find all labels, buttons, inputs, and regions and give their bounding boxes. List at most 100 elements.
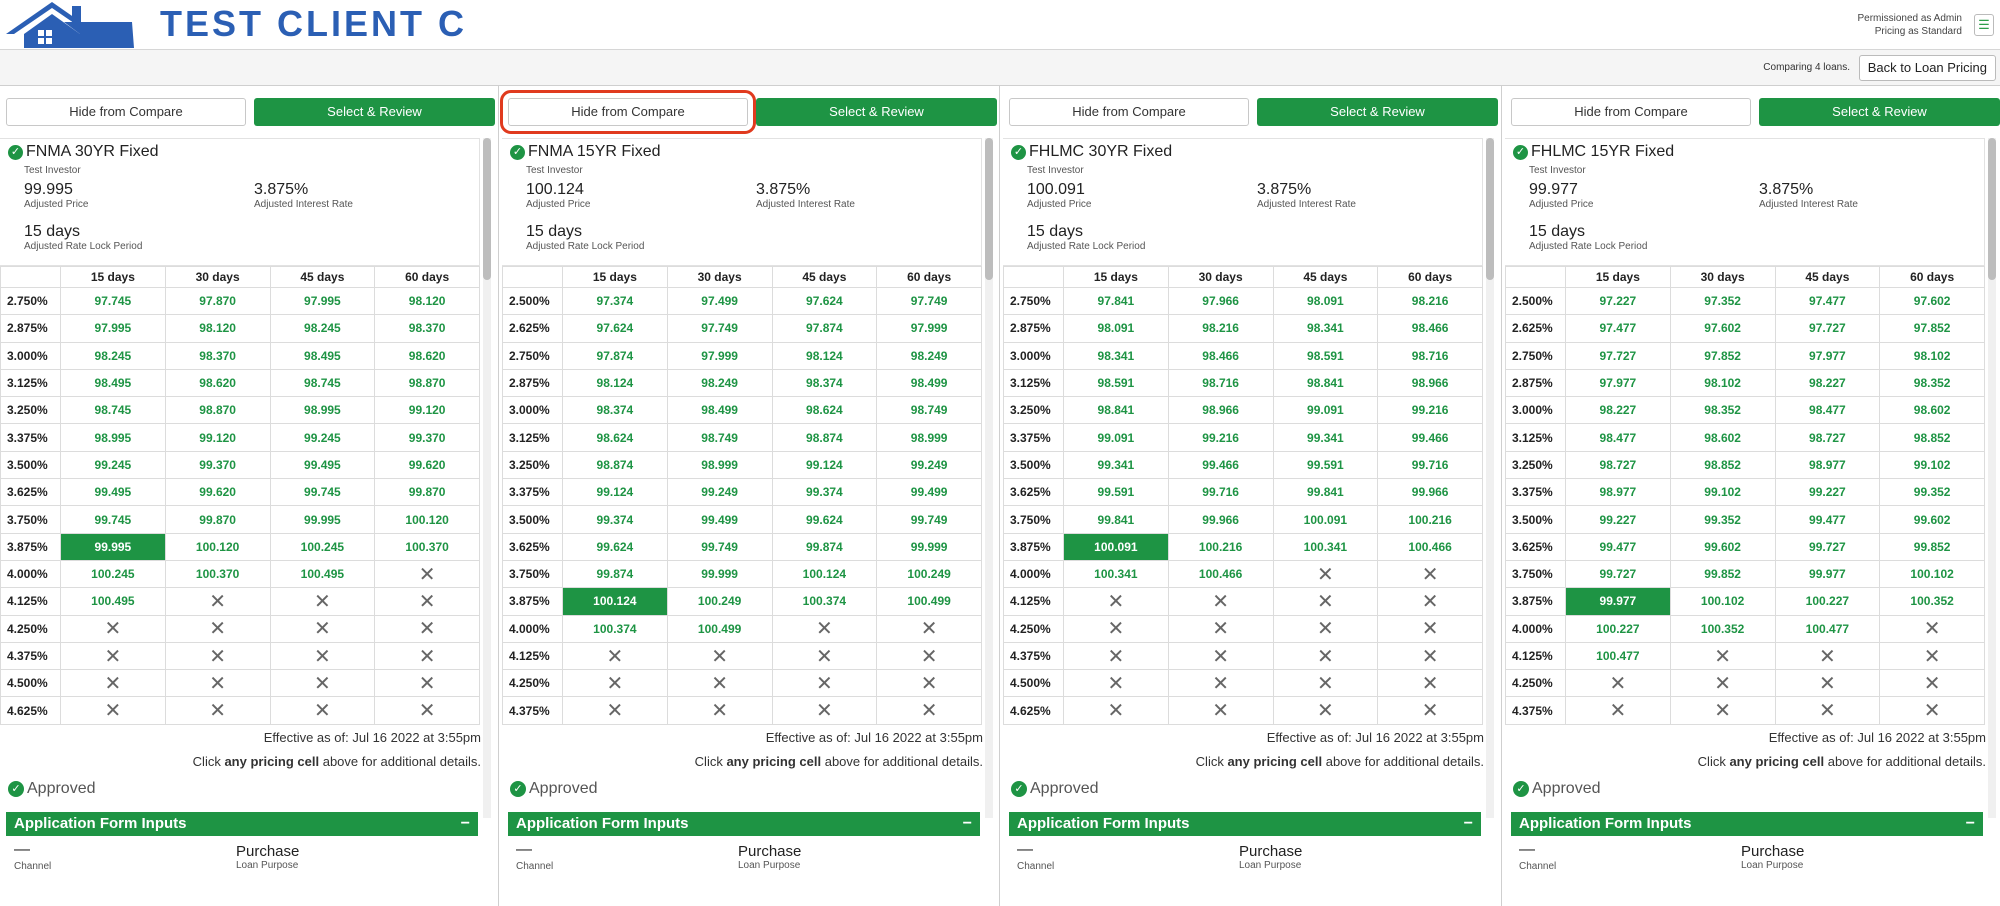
- pricing-cell[interactable]: 98.841: [1063, 396, 1169, 425]
- pricing-cell[interactable]: 98.249: [666, 368, 773, 398]
- pricing-cell[interactable]: 98.620: [374, 341, 480, 370]
- pricing-cell[interactable]: 97.749: [666, 314, 773, 343]
- pricing-cell[interactable]: 99.120: [374, 396, 480, 425]
- pricing-cell[interactable]: 98.352: [1879, 368, 1985, 398]
- scrollbar[interactable]: [1486, 138, 1494, 818]
- pricing-cell[interactable]: 98.370: [374, 314, 480, 343]
- pricing-cell[interactable]: 99.341: [1272, 423, 1379, 452]
- pricing-cell[interactable]: 97.995: [269, 286, 376, 316]
- application-form-inputs-header[interactable]: Application Form Inputs −: [1511, 811, 1983, 836]
- pricing-cell[interactable]: 98.102: [1669, 368, 1776, 398]
- pricing-cell[interactable]: 100.091: [1272, 505, 1379, 534]
- pricing-cell[interactable]: 97.977: [1774, 341, 1881, 370]
- pricing-cell[interactable]: 100.120: [374, 505, 480, 534]
- pricing-cell[interactable]: 99.999: [666, 559, 773, 589]
- pricing-cell[interactable]: 99.124: [562, 478, 668, 507]
- hide-from-compare-button[interactable]: Hide from Compare: [500, 90, 756, 134]
- pricing-cell[interactable]: 98.591: [1063, 368, 1169, 398]
- pricing-cell[interactable]: 100.370: [164, 559, 271, 589]
- pricing-cell[interactable]: 99.466: [1377, 423, 1483, 452]
- pricing-cell[interactable]: 98.374: [771, 368, 878, 398]
- pricing-cell[interactable]: 99.499: [666, 505, 773, 534]
- pricing-cell[interactable]: 99.870: [374, 478, 480, 507]
- pricing-cell[interactable]: 98.874: [562, 450, 668, 480]
- back-to-loan-pricing-button[interactable]: Back to Loan Pricing: [1858, 55, 1996, 81]
- pricing-cell[interactable]: 97.999: [666, 341, 773, 370]
- pricing-cell[interactable]: 98.591: [1272, 341, 1379, 370]
- scrollbar-thumb[interactable]: [1988, 138, 1996, 280]
- scrollbar-thumb[interactable]: [1486, 138, 1494, 280]
- pricing-cell[interactable]: 99.977: [1774, 559, 1881, 589]
- pricing-cell[interactable]: 99.966: [1167, 505, 1274, 534]
- pricing-cell[interactable]: 99.341: [1063, 450, 1169, 480]
- pricing-cell[interactable]: 100.370: [374, 532, 480, 561]
- pricing-cell[interactable]: 97.966: [1167, 286, 1274, 316]
- pricing-cell[interactable]: 99.624: [562, 532, 668, 561]
- pricing-cell[interactable]: 100.102: [1669, 587, 1776, 616]
- collapse-icon[interactable]: −: [1965, 814, 1975, 832]
- pricing-cell[interactable]: 99.495: [60, 478, 166, 507]
- pricing-cell[interactable]: 99.370: [164, 450, 271, 480]
- pricing-cell[interactable]: 100.249: [876, 559, 982, 589]
- pricing-cell[interactable]: 99.727: [1774, 532, 1881, 561]
- pricing-cell[interactable]: 98.102: [1879, 341, 1985, 370]
- pricing-cell[interactable]: 99.245: [60, 450, 166, 480]
- pricing-cell[interactable]: 98.624: [562, 423, 668, 452]
- pricing-cell[interactable]: 98.370: [164, 341, 271, 370]
- pricing-cell[interactable]: 99.749: [666, 532, 773, 561]
- pricing-cell[interactable]: 99.874: [562, 559, 668, 589]
- pricing-cell[interactable]: 99.624: [771, 505, 878, 534]
- pricing-cell[interactable]: 100.499: [876, 587, 982, 616]
- pricing-cell[interactable]: 99.841: [1063, 505, 1169, 534]
- hide-from-compare-button[interactable]: Hide from Compare: [6, 98, 246, 126]
- pricing-cell[interactable]: 98.995: [269, 396, 376, 425]
- pricing-cell[interactable]: 98.499: [876, 368, 982, 398]
- pricing-cell[interactable]: 97.602: [1879, 286, 1985, 316]
- pricing-cell[interactable]: 100.124: [771, 559, 878, 589]
- scrollbar[interactable]: [1988, 138, 1996, 818]
- pricing-cell[interactable]: 98.216: [1167, 314, 1274, 343]
- pricing-cell[interactable]: 98.852: [1879, 423, 1985, 452]
- pricing-cell[interactable]: 99.716: [1377, 450, 1483, 480]
- pricing-cell[interactable]: 98.499: [666, 396, 773, 425]
- select-and-review-button[interactable]: Select & Review: [756, 98, 997, 126]
- pricing-cell[interactable]: 97.995: [60, 314, 166, 343]
- pricing-cell[interactable]: 100.091: [1063, 532, 1169, 561]
- select-and-review-button[interactable]: Select & Review: [1257, 98, 1498, 126]
- pricing-cell[interactable]: 98.352: [1669, 396, 1776, 425]
- pricing-cell[interactable]: 98.727: [1774, 423, 1881, 452]
- pricing-cell[interactable]: 97.477: [1774, 286, 1881, 316]
- pricing-cell[interactable]: 99.852: [1669, 559, 1776, 589]
- pricing-cell[interactable]: 98.124: [771, 341, 878, 370]
- application-form-inputs-header[interactable]: Application Form Inputs −: [6, 811, 478, 836]
- pricing-cell[interactable]: 100.495: [60, 587, 166, 616]
- pricing-cell[interactable]: 100.341: [1063, 559, 1169, 589]
- pricing-cell[interactable]: 100.477: [1774, 614, 1881, 643]
- pricing-cell[interactable]: 98.227: [1774, 368, 1881, 398]
- pricing-cell[interactable]: 98.341: [1063, 341, 1169, 370]
- pricing-cell[interactable]: 97.227: [1565, 286, 1671, 316]
- pricing-cell[interactable]: 97.852: [1669, 341, 1776, 370]
- pricing-cell[interactable]: 100.245: [60, 559, 166, 589]
- pricing-cell[interactable]: 99.227: [1565, 505, 1671, 534]
- pricing-cell[interactable]: 98.374: [562, 396, 668, 425]
- pricing-cell[interactable]: 98.245: [269, 314, 376, 343]
- pricing-cell[interactable]: 98.249: [876, 341, 982, 370]
- pricing-cell[interactable]: 99.591: [1063, 478, 1169, 507]
- pricing-cell[interactable]: 100.227: [1774, 587, 1881, 616]
- hamburger-menu-button[interactable]: ☰: [1974, 14, 1994, 36]
- pricing-cell[interactable]: 98.495: [60, 368, 166, 398]
- pricing-cell[interactable]: 100.341: [1272, 532, 1379, 561]
- pricing-cell[interactable]: 99.620: [164, 478, 271, 507]
- pricing-cell[interactable]: 98.999: [666, 450, 773, 480]
- pricing-cell[interactable]: 99.352: [1879, 478, 1985, 507]
- scrollbar-thumb[interactable]: [985, 138, 993, 280]
- pricing-cell[interactable]: 98.602: [1879, 396, 1985, 425]
- pricing-cell[interactable]: 98.716: [1377, 341, 1483, 370]
- pricing-cell[interactable]: 98.477: [1774, 396, 1881, 425]
- select-and-review-button[interactable]: Select & Review: [254, 98, 495, 126]
- pricing-cell[interactable]: 98.745: [269, 368, 376, 398]
- pricing-cell[interactable]: 99.370: [374, 423, 480, 452]
- pricing-cell[interactable]: 97.874: [771, 314, 878, 343]
- pricing-cell[interactable]: 99.620: [374, 450, 480, 480]
